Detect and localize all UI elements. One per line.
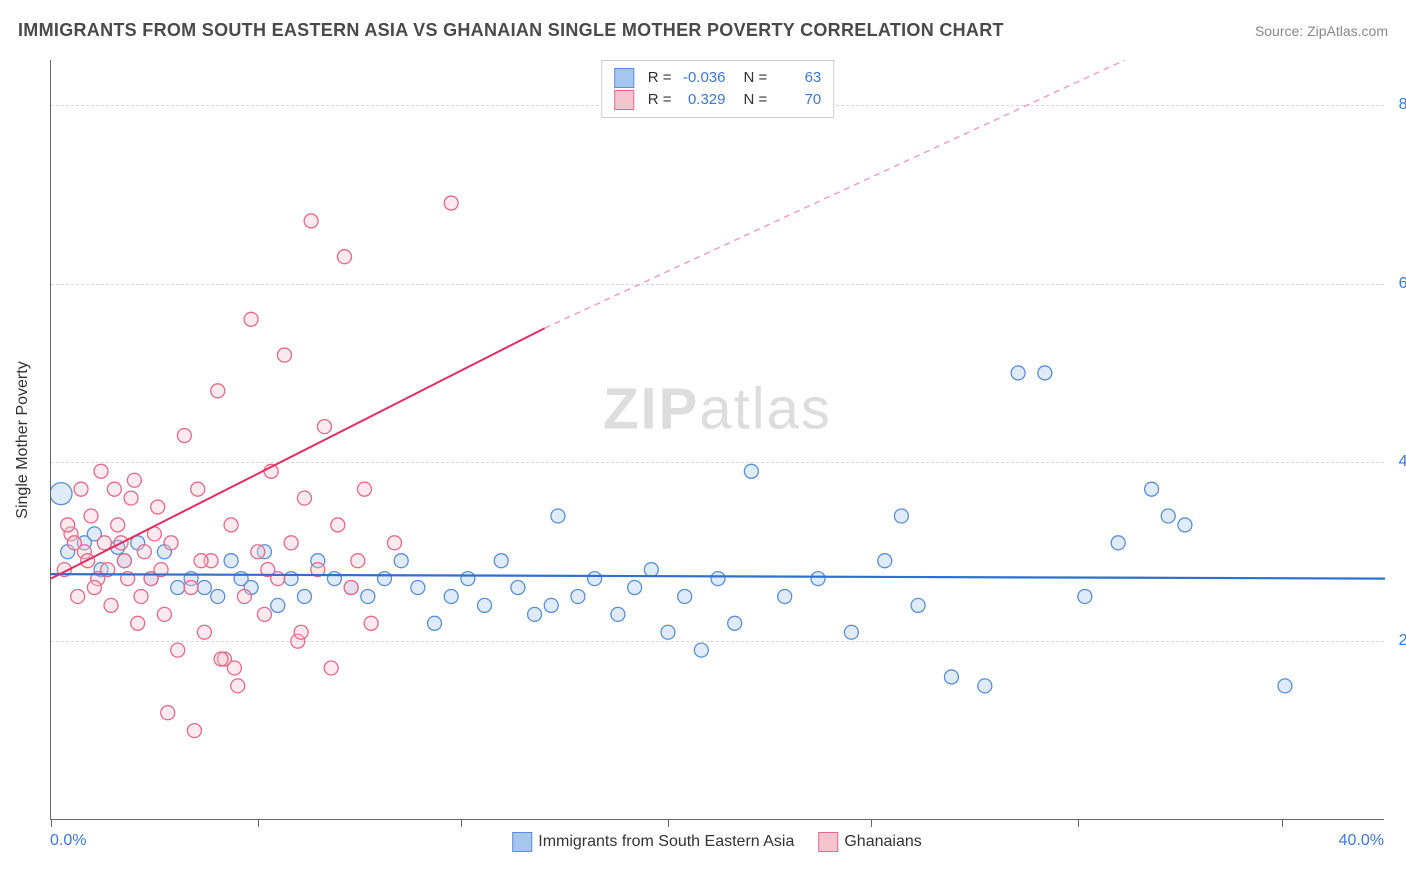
x-axis-max-label: 40.0% [1339, 832, 1384, 850]
y-tick-label: 80.0% [1389, 96, 1406, 114]
x-tick [1078, 819, 1079, 827]
y-axis-label: Single Mother Poverty [14, 361, 32, 518]
source-link[interactable]: ZipAtlas.com [1307, 23, 1388, 39]
correlation-legend: R =-0.036N =63R =0.329N =70 [601, 60, 835, 118]
legend-row-pink: R =0.329N =70 [614, 89, 822, 111]
chart-title: IMMIGRANTS FROM SOUTH EASTERN ASIA VS GH… [18, 20, 1004, 41]
y-tick-label: 20.0% [1389, 632, 1406, 650]
y-tick-label: 40.0% [1389, 453, 1406, 471]
x-tick [1282, 819, 1283, 827]
x-tick [51, 819, 52, 827]
trend-line [51, 328, 545, 578]
legend-item-pink: Ghanaians [818, 832, 921, 852]
x-tick [871, 819, 872, 827]
trend-line [51, 574, 1385, 578]
legend-row-blue: R =-0.036N =63 [614, 67, 822, 89]
legend-item-blue: Immigrants from South Eastern Asia [512, 832, 794, 852]
series-legend: Immigrants from South Eastern Asia Ghanai… [512, 832, 922, 852]
source-label: Source: ZipAtlas.com [1255, 23, 1388, 39]
x-tick [461, 819, 462, 827]
x-tick [258, 819, 259, 827]
y-tick-label: 60.0% [1389, 275, 1406, 293]
x-axis-min-label: 0.0% [50, 832, 86, 850]
x-tick [668, 819, 669, 827]
chart-area: Single Mother Poverty ZIPatlas R =-0.036… [50, 60, 1384, 820]
